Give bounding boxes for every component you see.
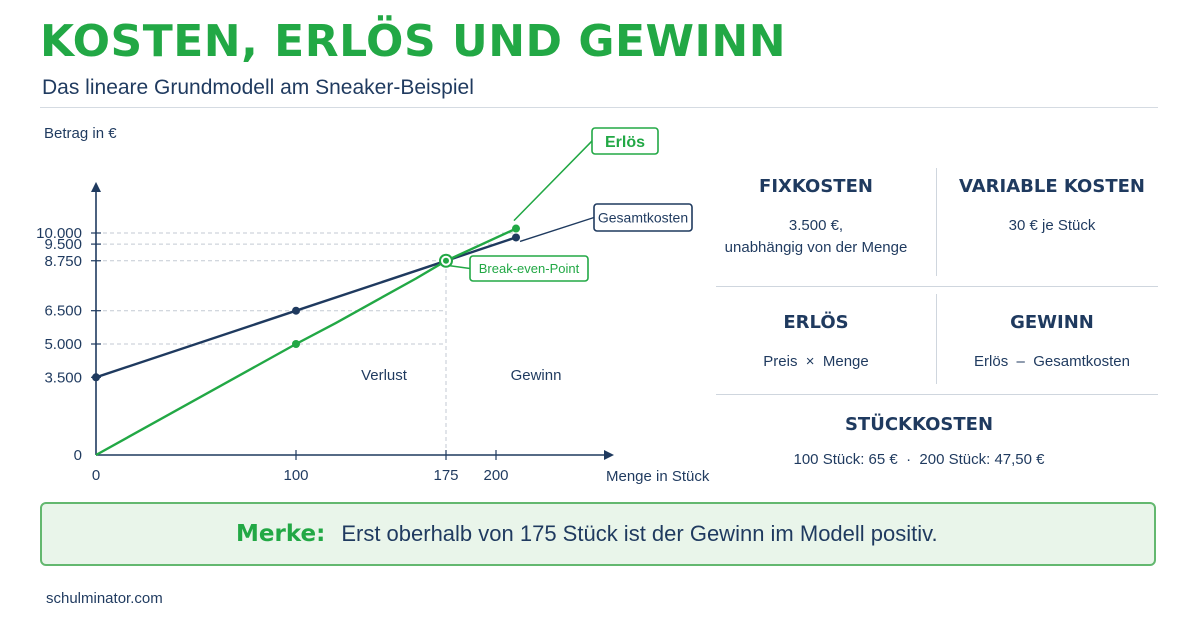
card-fixkosten-line1: 3.500 €, [788,217,844,234]
card-gewinn-text: Erlös – Gesamtkosten [974,353,1130,370]
card-erloes: ERLÖS Preis × Menge [716,312,916,373]
card-erloes-text: Preis × Menge [763,353,869,370]
series-line-gesamtkosten [95,236,517,379]
card-stueckkosten-title: STÜCKKOSTEN [844,414,994,435]
info-vertical-divider-bottom [936,294,937,384]
merke-text: Erst oberhalb von 175 Stück ist der Gewi… [341,521,938,546]
card-variable-title: VARIABLE KOSTEN [959,176,1145,197]
series-point-0-0 [92,373,100,382]
x-tick-label-100: 100 [283,467,308,484]
series-point-1-100 [292,340,300,348]
card-erloes-title: ERLÖS [783,312,849,333]
y-tick-label-3500: 3.500 [44,369,82,386]
y-tick-label-0: 0 [74,447,82,464]
merke-box: Merke: Erst oberhalb von 175 Stück ist d… [40,502,1156,566]
info-vertical-divider-top [936,168,937,276]
y-tick-label-9500: 9.500 [44,236,82,253]
card-fixkosten-line2: unabhängig von der Menge [724,239,908,256]
callout-gesamtkosten-label: Gesamtkosten [598,210,688,226]
card-fixkosten-text: 3.500 €, unabhängig von der Menge [716,215,916,259]
series-line-erls [95,227,517,457]
region-label-gewinn: Gewinn [511,367,562,384]
merke-label: Merke: [236,521,326,547]
callout-gesamtkosten-leader [519,216,595,243]
page-subtitle: Das lineare Grundmodell am Sneaker-Beisp… [42,76,474,99]
x-tick-label-200: 200 [483,467,508,484]
page-title: KOSTEN, ERLÖS UND GEWINN [40,16,787,67]
card-stueckkosten-text: 100 Stück: 65 € · 200 Stück: 47,50 € [793,451,1045,468]
y-axis-label: Betrag in € [44,125,117,142]
y-tick-label-5000: 5.000 [44,336,82,353]
region-label-verlust: Verlust [361,367,408,384]
callout-erloes-leader-2 [513,140,593,222]
info-horizontal-divider-2 [716,394,1158,395]
card-variable-kosten: VARIABLE KOSTEN 30 € je Stück [946,176,1158,237]
callout-erloes-label: Erlös [605,134,645,151]
x-tick-label-0: 0 [92,467,100,484]
card-fixkosten-title: FIXKOSTEN [759,176,873,197]
footer-site: schulminator.com [46,590,163,607]
info-panel: FIXKOSTEN 3.500 €, unabhängig von der Me… [716,140,1158,482]
info-horizontal-divider-1 [716,286,1158,287]
card-stueckkosten: STÜCKKOSTEN 100 Stück: 65 € · 200 Stück:… [716,414,1122,471]
callout-break-even-box [469,255,589,282]
series-point-0-100 [292,306,300,315]
card-gewinn-title: GEWINN [1010,312,1094,333]
x-tick-label-175: 175 [433,467,458,484]
card-fixkosten: FIXKOSTEN 3.500 €, unabhängig von der Me… [716,176,916,259]
card-gewinn: GEWINN Erlös – Gesamtkosten [946,312,1158,373]
card-variable-text: 30 € je Stück [1008,217,1096,234]
y-tick-label-10000: 10.000 [36,225,82,242]
series-point-1-210 [512,224,520,233]
y-tick-label-6500: 6.500 [44,303,82,320]
callout-gesamtkosten-box [593,203,693,232]
callout-break-even-leader [449,265,471,270]
series-point-0-210 [512,233,520,242]
x-axis-label: Menge in Stück [606,468,710,485]
break-even-marker-dot [443,257,449,264]
y-tick-label-8750: 8.750 [44,253,82,270]
header-divider [40,107,1158,108]
callout-break-even-label: Break-even-Point [479,261,580,276]
